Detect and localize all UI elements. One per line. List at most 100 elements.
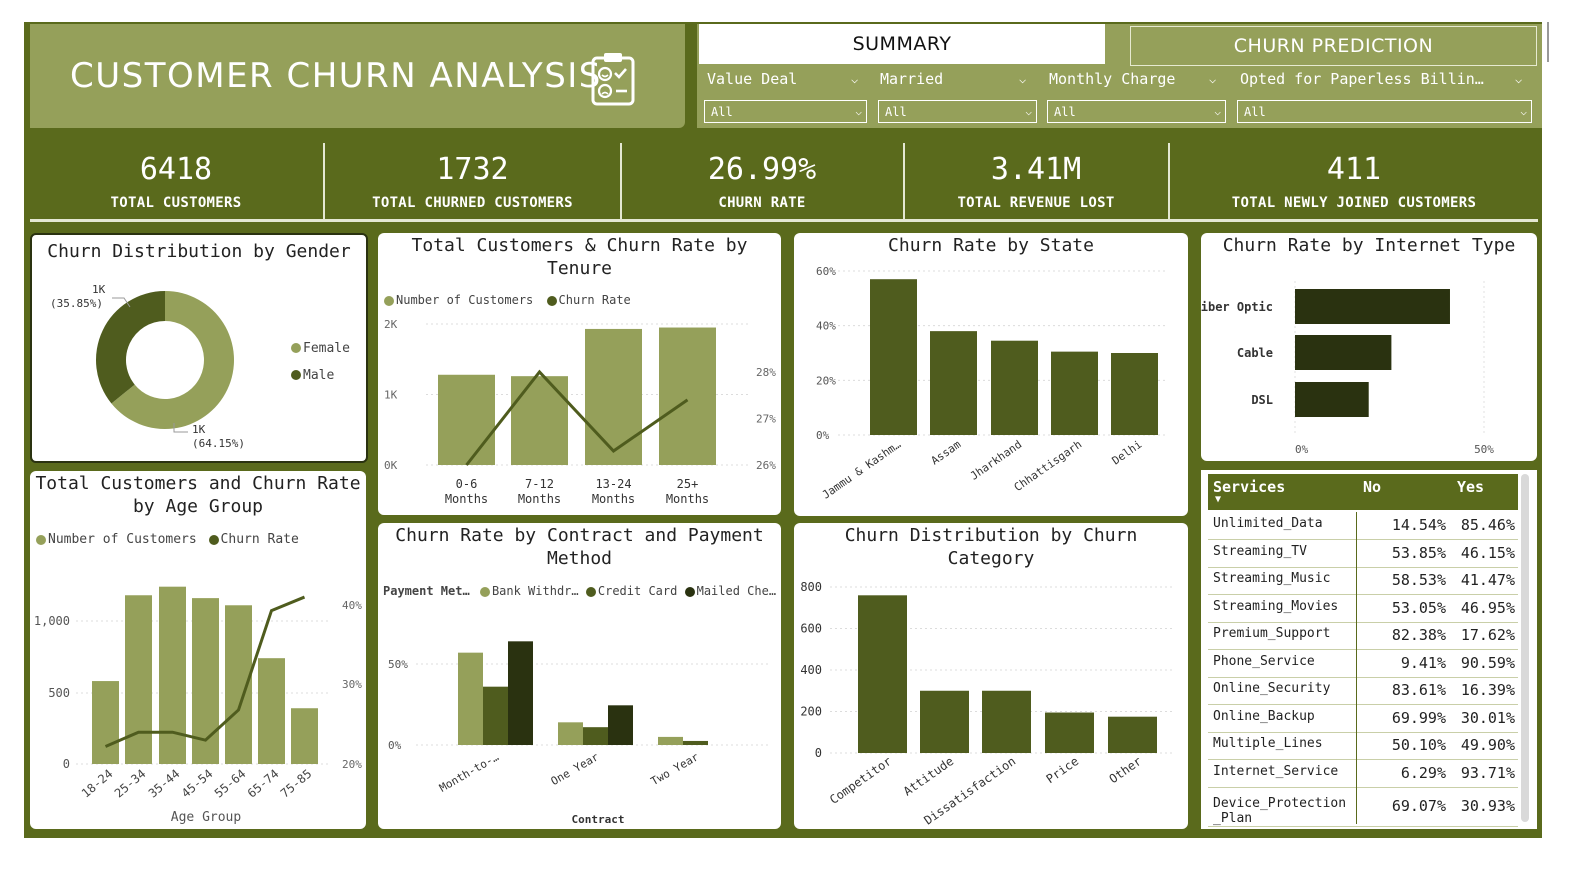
y-tick-label: 0K: [384, 459, 398, 472]
x-tick-label: Month-to-…: [437, 750, 501, 795]
page-title: CUSTOMER CHURN ANALYSIS: [70, 56, 602, 96]
y2-tick-label: 30%: [342, 678, 362, 691]
value-deal-select-value: All: [711, 105, 733, 119]
y2-tick-label: 20%: [342, 758, 362, 771]
column-header-no[interactable]: No: [1363, 478, 1382, 496]
y2-tick-label: 26%: [756, 459, 776, 472]
sort-desc-icon[interactable]: ▼: [1215, 494, 1222, 505]
chevron-down-icon[interactable]: ⌵: [1209, 72, 1217, 86]
age-group-combo-chart: 0 500 1,000 20% 30% 40% 18-2425-3435-4445-5455…: [34, 586, 362, 825]
monthly-charge-filter-label: Monthly Charge: [1049, 70, 1176, 88]
x-tick-label: Jharkhand: [968, 438, 1024, 483]
monthly-charge-select[interactable]: All ⌵: [1047, 100, 1226, 123]
chevron-down-icon[interactable]: ⌵: [1515, 72, 1523, 86]
y-tick-label: Fiber Optic: [1201, 300, 1273, 314]
table-row: Online_Security 83.61% 16.39%: [1208, 677, 1518, 705]
clipboard-feedback-icon: [591, 53, 635, 106]
churn-category-chart-panel: Churn Distribution by Churn Category 0 20…: [794, 523, 1188, 829]
service-no-value: 53.85%: [1391, 544, 1446, 562]
chart-title: Total Customers and Churn Rate by Age Gr…: [35, 473, 361, 517]
bar: [1051, 351, 1098, 435]
chart-title: Churn Distribution by Gender: [47, 241, 351, 262]
kpi-total-churned: 1732 TOTAL CHURNED CUSTOMERS: [325, 143, 620, 219]
legend-dot: [384, 295, 394, 306]
state-chart-panel: Churn Rate by State 0% 20% 40% 60% Jammu & K…: [794, 233, 1188, 516]
table-scrollbar[interactable]: [1521, 474, 1529, 822]
x-tick-label: 55-64: [212, 767, 249, 801]
chevron-down-icon: ⌵: [1025, 105, 1032, 118]
x-tick-label: One Year: [549, 750, 602, 788]
table-row: Device_Protection _Plan 69.07% 30.93%: [1208, 788, 1518, 827]
x-tick-label: Delhi: [1110, 438, 1145, 468]
kpi-label: TOTAL CUSTOMERS: [110, 195, 242, 211]
x-tick-label: Months: [445, 492, 488, 506]
kpi-divider: [620, 143, 622, 221]
churn-rate-line: [104, 595, 306, 748]
legend-label: Churn Rate: [220, 532, 299, 547]
paperless-billing-filter-label: Opted for Paperless Billin…: [1240, 70, 1484, 88]
bar: [483, 686, 508, 745]
chart-title: Total Customers & Churn Rate by Tenure: [411, 235, 748, 279]
y2-tick-label: 27%: [756, 412, 776, 425]
y-tick-label: 200: [800, 705, 822, 719]
bar: [683, 740, 708, 745]
table-row: Streaming_Movies 53.05% 46.95%: [1208, 595, 1518, 623]
churn-prediction-tab[interactable]: CHURN PREDICTION: [1130, 26, 1537, 66]
contract-chart-panel: Churn Rate by Contract and Payment Metho…: [378, 523, 781, 829]
table-row: Premium_Support 82.38% 17.62%: [1208, 622, 1518, 650]
data-label: 1K: [92, 283, 106, 296]
legend-dot: [36, 534, 46, 545]
gender-chart-panel: Churn Distribution by Gender 1K (64.15%) 1…: [30, 233, 368, 463]
bar: [870, 279, 917, 435]
y-tick-label: 0: [815, 746, 822, 760]
table-row: Multiple_Lines 50.10% 49.90%: [1208, 732, 1518, 760]
service-name: Premium_Support: [1213, 626, 1331, 641]
bar: [159, 586, 186, 764]
y-tick-label: 400: [800, 663, 822, 677]
data-label: (64.15%): [192, 437, 245, 450]
legend-dot: [291, 343, 301, 353]
chevron-down-icon[interactable]: ⌵: [1019, 72, 1027, 86]
legend-dot: [546, 295, 557, 306]
married-select[interactable]: All ⌵: [878, 100, 1037, 123]
internet-type-chart-panel: Churn Rate by Internet Type 0% 50% Fiber O…: [1201, 233, 1537, 461]
service-yes-value: 16.39%: [1460, 681, 1515, 699]
kpi-value: 1732: [436, 152, 509, 187]
paperless-billing-select[interactable]: All ⌵: [1237, 100, 1532, 123]
legend-dot: [684, 586, 695, 597]
service-yes-value: 30.01%: [1460, 709, 1515, 727]
service-yes-value: 46.15%: [1460, 544, 1515, 562]
summary-tab[interactable]: SUMMARY: [699, 24, 1105, 64]
bar: [508, 641, 533, 745]
monthly-charge-select-value: All: [1054, 105, 1076, 119]
chart-title: Churn Rate by State: [888, 235, 1094, 256]
chevron-down-icon: ⌵: [1214, 105, 1221, 118]
paperless-billing-select-value: All: [1244, 105, 1266, 119]
kpi-underline: [30, 219, 1538, 222]
service-name: Multiple_Lines: [1213, 736, 1323, 751]
value-deal-filter-label: Value Deal: [707, 70, 798, 88]
kpi-divider: [323, 143, 325, 221]
service-yes-value: 17.62%: [1460, 626, 1515, 644]
title-banner: CUSTOMER CHURN ANALYSIS: [30, 24, 685, 128]
bar: [511, 376, 568, 465]
page-scroll-indicator[interactable]: [1547, 22, 1549, 62]
legend-label: Number of Customers: [48, 532, 197, 547]
legend-label: Male: [303, 368, 334, 383]
x-tick-label: Months: [666, 492, 709, 506]
service-name: Streaming_Music: [1213, 571, 1331, 586]
data-label: 1K: [192, 423, 206, 436]
y-tick-label: 2K: [384, 318, 398, 331]
bar: [1045, 712, 1094, 753]
bar: [558, 722, 583, 745]
x-tick-label: 35-44: [146, 767, 183, 801]
column-header-services[interactable]: Services: [1213, 478, 1286, 496]
chevron-down-icon[interactable]: ⌵: [851, 72, 859, 86]
column-header-yes[interactable]: Yes: [1457, 478, 1485, 496]
chart-title: Churn Distribution by Churn Category: [844, 525, 1138, 569]
value-deal-select[interactable]: All ⌵: [704, 100, 867, 123]
y-tick-label: 0%: [388, 739, 402, 752]
bar: [583, 727, 608, 745]
legend-title: Payment Met…: [383, 584, 470, 598]
